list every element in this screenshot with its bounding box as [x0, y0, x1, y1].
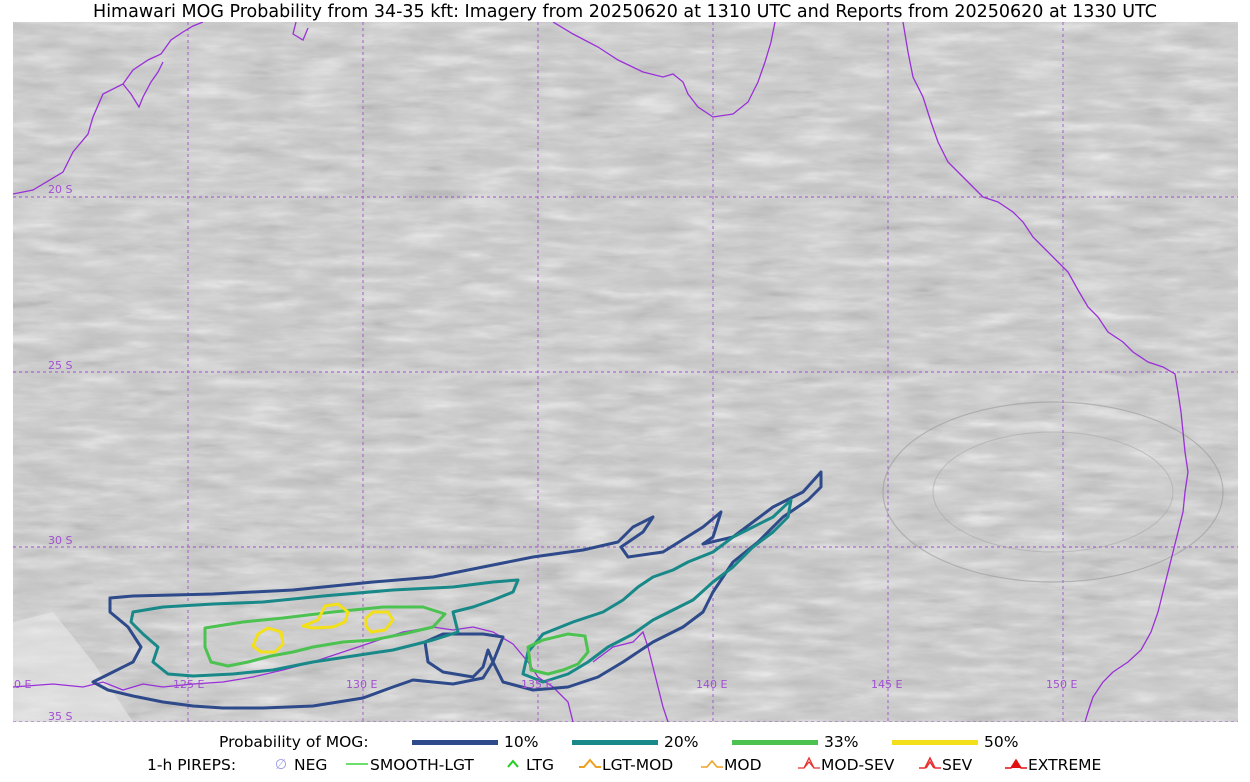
- lon-label: 145 E: [871, 678, 902, 691]
- legend-swatch: [892, 739, 978, 745]
- mod-sev-icon: [797, 756, 820, 774]
- neg-icon: ∅: [274, 757, 288, 773]
- bright-cloud-patch: [13, 612, 133, 722]
- lon-label: 125 E: [173, 678, 204, 691]
- lat-label: 25 S: [48, 359, 72, 372]
- pirep-item-smooth-lgt: SMOOTH-LGT: [346, 756, 474, 774]
- pireps-legend-label: 1-h PIREPS:: [147, 756, 237, 774]
- map-canvas: 20 S 25 S 30 S 35 S 120 E 125 E 130 E 13…: [13, 22, 1238, 722]
- cloud-swirl: [882, 401, 1224, 583]
- probability-legend: Probability of MOG: 10% 20% 33% 50%: [0, 733, 1250, 755]
- satellite-map[interactable]: 20 S 25 S 30 S 35 S 120 E 125 E 130 E 13…: [13, 22, 1238, 722]
- lat-label: 20 S: [48, 183, 72, 196]
- pirep-item-label: LTG: [526, 756, 554, 774]
- legend-item-50: 50%: [892, 733, 1018, 751]
- legend-item-label: 20%: [664, 733, 699, 751]
- contour-20-percent: [129, 498, 793, 684]
- lon-label: 150 E: [1046, 678, 1077, 691]
- ltg-icon: [502, 757, 524, 773]
- lat-label: 35 S: [48, 710, 72, 722]
- probability-legend-label: Probability of MOG:: [219, 733, 369, 751]
- map-axis-labels: 20 S 25 S 30 S 35 S 120 E 125 E 130 E 13…: [13, 183, 1077, 722]
- lon-label: 130 E: [346, 678, 377, 691]
- legend-item-label: 50%: [984, 733, 1019, 751]
- mod-icon: [700, 757, 723, 773]
- legend-item-label: 10%: [504, 733, 539, 751]
- graticule: [13, 22, 1238, 722]
- pirep-item-neg: ∅ NEG: [270, 756, 328, 774]
- legend-item-10: 10%: [412, 733, 538, 751]
- pireps-legend: 1-h PIREPS: ∅ NEG SMOOTH-LGT LTG LGT-MOD…: [0, 756, 1250, 778]
- smooth-lgt-icon: [346, 757, 368, 773]
- lon-label: 140 E: [696, 678, 727, 691]
- legend-item-label: 33%: [824, 733, 859, 751]
- pirep-item-extreme: EXTREME: [1004, 756, 1101, 774]
- coastline: [13, 22, 1189, 722]
- pirep-item-label: LGT-MOD: [602, 756, 674, 774]
- contour-33-percent: [203, 605, 590, 676]
- mog-contours: [91, 470, 823, 710]
- pirep-item-lgt-mod: LGT-MOD: [578, 756, 673, 774]
- pirep-item-label: EXTREME: [1028, 756, 1102, 774]
- pirep-item-sev: SEV: [918, 756, 972, 774]
- page-title: Himawari MOG Probability from 34-35 kft:…: [93, 2, 1157, 22]
- legend-swatch: [412, 739, 498, 745]
- legend-swatch: [572, 739, 658, 745]
- pirep-item-label: MOD-SEV: [821, 756, 895, 774]
- pirep-item-mod-sev: MOD-SEV: [797, 756, 894, 774]
- legend-item-20: 20%: [572, 733, 698, 751]
- lat-label: 30 S: [48, 534, 72, 547]
- cloud-swirl-inner: [932, 431, 1174, 553]
- pirep-item-label: SEV: [942, 756, 973, 774]
- lgt-mod-icon: [578, 757, 601, 773]
- lon-label: 135 E: [521, 678, 552, 691]
- legend-item-33: 33%: [732, 733, 858, 751]
- contour-10-percent: [91, 470, 823, 710]
- pirep-item-label: NEG: [294, 756, 328, 774]
- sev-icon: [918, 756, 941, 774]
- pirep-item-label: MOD: [724, 756, 762, 774]
- contour-50-percent: [251, 602, 395, 654]
- pirep-item-mod: MOD: [700, 756, 762, 774]
- pirep-item-ltg: LTG: [502, 756, 554, 774]
- lon-label: 120 E: [13, 678, 31, 691]
- pirep-item-label: SMOOTH-LGT: [370, 756, 474, 774]
- extreme-icon: [1004, 756, 1027, 774]
- legend-swatch: [732, 739, 818, 745]
